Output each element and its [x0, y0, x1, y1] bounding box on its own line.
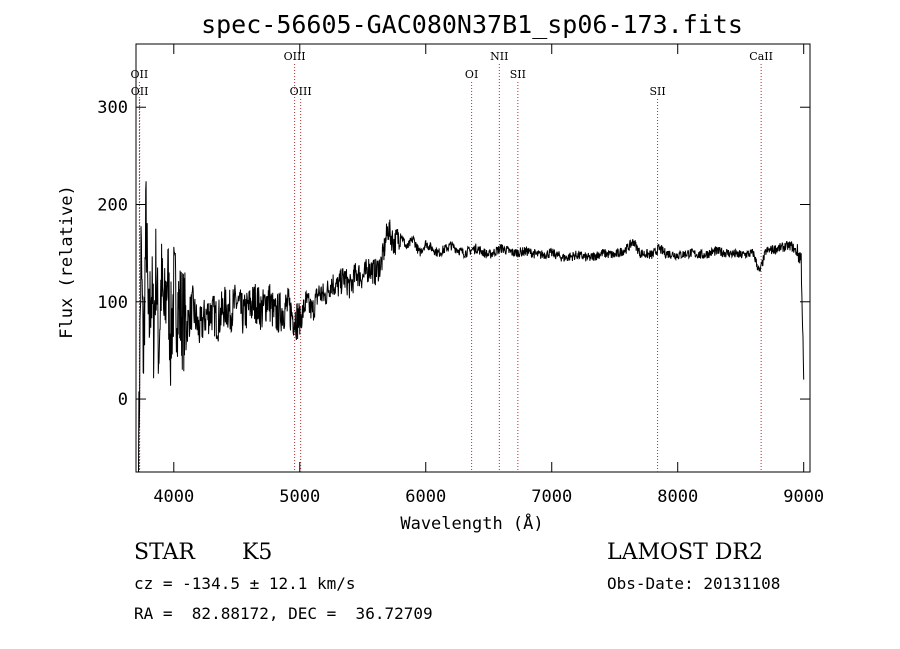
x-tick-label: 4000	[153, 487, 194, 507]
x-tick-label: 7000	[531, 487, 572, 507]
y-tick-label: 0	[118, 390, 128, 410]
y-tick-label: 200	[97, 196, 128, 216]
line-marker-label: OII	[131, 68, 149, 81]
plot-frame	[135, 43, 811, 473]
line-marker-label: OIII	[284, 50, 306, 63]
y-tick-label: 300	[97, 98, 128, 118]
line-marker-label: OII	[131, 85, 149, 98]
axis-ticks: 4000 5000 6000 7000 8000 9000 0 100 200 300	[97, 44, 824, 507]
line-marker-label: OIII	[290, 85, 312, 98]
line-marker-label: SII	[649, 85, 665, 98]
x-tick-label: 8000	[657, 487, 698, 507]
line-marker-label: CaII	[749, 50, 773, 63]
object-subclass: K5	[242, 540, 273, 565]
redshift-velocity: cz = -134.5 ± 12.1 km/s	[134, 574, 356, 593]
y-axis-label: Flux (relative)	[57, 185, 77, 339]
ra-dec-coordinates: RA = 82.88172, DEC = 36.72709	[134, 604, 433, 623]
line-marker-label: SII	[510, 68, 526, 81]
x-tick-label: 9000	[783, 487, 824, 507]
object-class: STAR	[134, 540, 195, 565]
x-tick-label: 5000	[279, 487, 320, 507]
line-marker-label: OI	[465, 68, 478, 81]
x-axis-label: Wavelength (Å)	[400, 512, 543, 534]
y-tick-label: 100	[97, 293, 128, 313]
spectrum-line	[138, 181, 805, 473]
x-tick-label: 6000	[405, 487, 446, 507]
line-marker-label: NII	[490, 50, 508, 63]
survey-name: LAMOST DR2	[607, 540, 763, 565]
observation-date: Obs-Date: 20131108	[607, 574, 781, 593]
chart-title: spec-56605-GAC080N37B1_sp06-173.fits	[201, 10, 743, 39]
